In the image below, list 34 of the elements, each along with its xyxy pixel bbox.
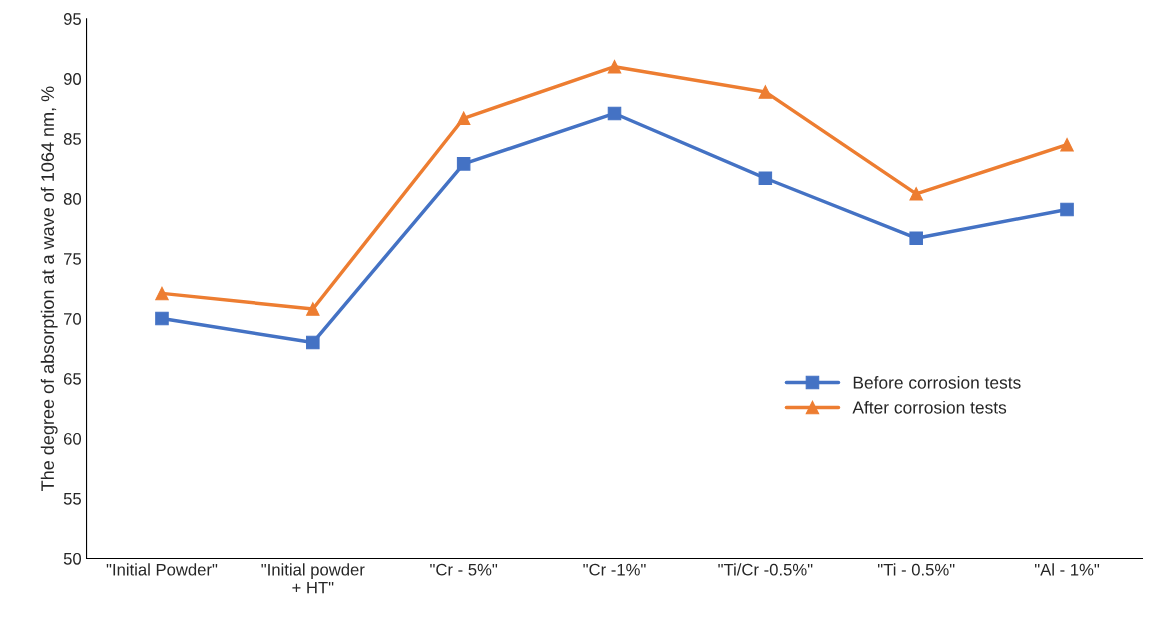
point [306,302,320,316]
point [758,171,773,186]
point [909,187,923,201]
point [306,335,320,350]
y-tick-label: 85 [63,133,81,145]
y-tick-label: 75 [64,253,81,265]
point [909,231,923,245]
legend-label: Before corrosion tests [853,376,1021,389]
x-tick-label: "Initial powder + HT" [261,563,365,594]
x-tick-label: "Cr -1%" [583,563,646,576]
point [155,286,169,301]
y-tick-label: 50 [63,552,82,565]
x-tick-label: "Al - 1%" [1034,563,1100,576]
y-tick-label: 95 [63,13,81,25]
y-tick-label: 65 [64,372,81,385]
y-tick-label: 55 [63,493,81,505]
legend-label: After corrosion tests [852,400,1007,414]
y-tick-label: 70 [64,312,82,325]
point [607,59,622,74]
y-tick-label: 90 [63,73,82,85]
x-tick-label: "Initial Powder" [106,563,218,576]
x-tick-label: "Ti - 0.5%" [877,563,955,576]
y-tick-label: 80 [63,193,82,205]
y-axis-title: The degree of absorption at a wave of 1064 nm, % [40,86,58,491]
point [1060,202,1074,217]
point [1060,137,1074,152]
point [456,111,471,126]
point [155,311,169,326]
point [758,85,773,99]
x-tick-label: "Ti/Cr -0.5%" [718,563,813,576]
x-tick-label: "Cr - 5%" [430,563,498,576]
y-tick-label: 60 [64,432,82,445]
point [456,157,471,171]
point [607,106,622,121]
